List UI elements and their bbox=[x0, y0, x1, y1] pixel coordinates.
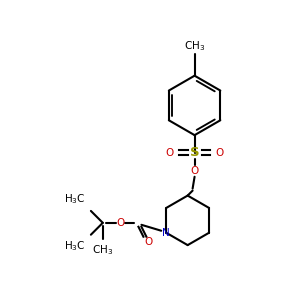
Text: O: O bbox=[144, 237, 153, 247]
Text: CH$_3$: CH$_3$ bbox=[184, 39, 205, 53]
Text: S: S bbox=[190, 146, 200, 160]
Text: O: O bbox=[190, 166, 199, 176]
Text: H$_3$C: H$_3$C bbox=[64, 240, 86, 254]
Text: O: O bbox=[166, 148, 174, 158]
Text: N: N bbox=[162, 228, 170, 238]
Text: CH$_3$: CH$_3$ bbox=[92, 244, 113, 257]
Text: H$_3$C: H$_3$C bbox=[64, 192, 86, 206]
Text: O: O bbox=[116, 218, 125, 228]
Text: O: O bbox=[215, 148, 223, 158]
